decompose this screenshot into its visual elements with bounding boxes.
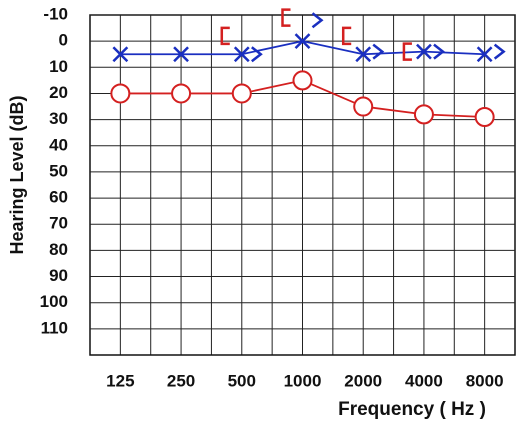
marker-circle: [231, 83, 252, 104]
marker-arrow: [372, 43, 385, 60]
x-tick-label: 500: [228, 371, 256, 390]
marker-bracket: [281, 8, 291, 27]
marker-bracket: [220, 26, 230, 46]
marker-bracket: [341, 26, 352, 46]
x-tick-label: 2000: [344, 371, 382, 390]
x-tick-label: 250: [167, 371, 195, 390]
x-tick-label: 125: [106, 371, 134, 390]
x-tick-label: 8000: [466, 371, 504, 390]
marker-circle: [171, 83, 192, 104]
x-axis-title: Frequency ( Hz ): [338, 399, 486, 420]
marker-arrow: [251, 46, 263, 63]
y-tick-label: 10: [49, 57, 68, 76]
y-tick-label: 70: [49, 214, 68, 233]
y-tick-label: 60: [49, 188, 68, 207]
y-tick-label: 90: [49, 266, 68, 285]
marker-x: [294, 33, 311, 50]
y-tick-label: 30: [49, 109, 68, 128]
marker-x: [355, 46, 372, 63]
y-tick-label: 110: [41, 318, 68, 337]
marker-circle: [413, 104, 434, 125]
marker-arrow: [311, 12, 324, 29]
y-axis-title: Hearing Level (dB): [7, 95, 27, 254]
marker-bracket: [402, 42, 412, 61]
y-tick-label: 40: [49, 135, 68, 154]
marker-circle: [474, 107, 495, 127]
y-tick-label: 80: [49, 240, 68, 259]
marker-arrow: [433, 43, 445, 60]
marker-arrow: [493, 43, 506, 60]
marker-x: [416, 43, 432, 60]
x-tick-label: 4000: [405, 371, 443, 390]
y-tick-label: 20: [49, 83, 68, 102]
y-tick-label: 0: [59, 31, 68, 50]
marker-circle: [353, 96, 374, 117]
marker-x: [173, 46, 189, 63]
x-tick-label: 1000: [284, 371, 322, 390]
marker-circle: [110, 83, 131, 104]
y-tick-label: 100: [40, 292, 68, 311]
marker-circle: [292, 70, 313, 91]
marker-x: [476, 46, 493, 63]
marker-x: [233, 46, 250, 63]
y-tick-label: 50: [49, 161, 68, 180]
y-tick-label: -10: [43, 4, 68, 23]
marker-x: [112, 46, 129, 63]
